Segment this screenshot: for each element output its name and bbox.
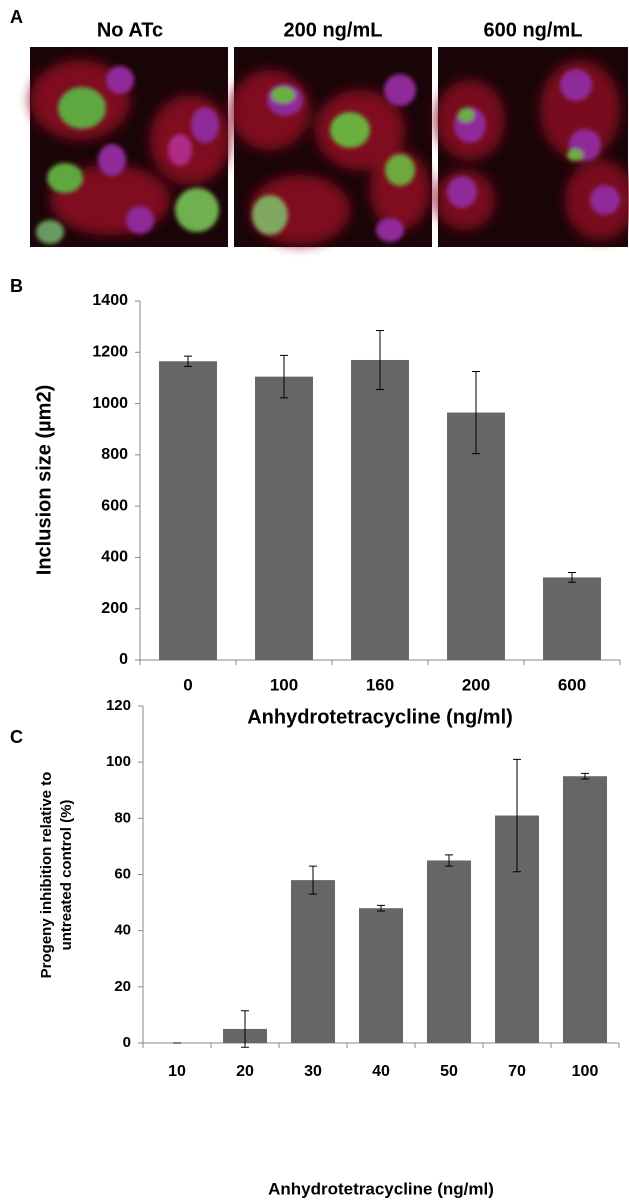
x-tick-label: 30	[304, 1063, 322, 1080]
y-tick-label: 800	[101, 446, 128, 463]
x-tick-label: 160	[366, 675, 394, 694]
bar	[291, 880, 335, 1043]
y-tick-label: 1400	[92, 292, 128, 309]
x-tick-label: 20	[236, 1063, 254, 1080]
figure: A B C No ATc 200 ng/mL 600 ng/mL	[0, 0, 629, 1204]
y-tick-label: 20	[114, 978, 131, 995]
micrograph	[435, 47, 629, 247]
x-tick-label: 600	[558, 675, 586, 694]
x-axis-title: Anhydrotetracycline (ng/ml)	[268, 1179, 494, 1198]
x-tick-label: 70	[508, 1063, 526, 1080]
micrograph	[230, 47, 432, 247]
x-tick-label: 40	[372, 1063, 390, 1080]
bar	[255, 377, 313, 660]
bar	[359, 908, 403, 1043]
x-tick-label: 50	[440, 1063, 458, 1080]
y-axis-title: untreated control (%)	[58, 800, 75, 951]
panel-label: C	[10, 727, 23, 747]
y-tick-label: 80	[114, 809, 131, 826]
bar	[543, 577, 601, 660]
y-tick-label: 120	[106, 697, 131, 714]
y-tick-label: 600	[101, 497, 128, 514]
y-tick-label: 400	[101, 549, 128, 566]
x-tick-label: 100	[270, 675, 298, 694]
y-tick-label: 0	[119, 651, 128, 668]
x-axis-title: Anhydrotetracycline (ng/ml)	[247, 706, 513, 728]
panel-label: A	[10, 7, 23, 27]
y-tick-label: 60	[114, 865, 131, 882]
y-tick-label: 1200	[92, 344, 128, 361]
y-tick-label: 0	[123, 1034, 131, 1051]
x-tick-label: 0	[183, 675, 192, 694]
image-title: No ATc	[97, 19, 163, 41]
image-title: 200 ng/mL	[284, 19, 383, 41]
y-tick-label: 100	[106, 753, 131, 770]
y-tick-label: 200	[101, 600, 128, 617]
bar	[351, 360, 409, 660]
y-tick-label: 40	[114, 922, 131, 939]
bar	[159, 361, 217, 660]
image-title: 600 ng/mL	[484, 19, 583, 41]
bar	[427, 860, 471, 1043]
x-tick-label: 10	[168, 1063, 186, 1080]
micrograph	[30, 47, 230, 247]
y-axis-title: Inclusion size (µm2)	[33, 385, 55, 575]
bar	[563, 776, 607, 1043]
x-tick-label: 200	[462, 675, 490, 694]
y-tick-label: 1000	[92, 395, 128, 412]
x-tick-label: 100	[572, 1063, 599, 1080]
panel-label: B	[10, 276, 23, 296]
y-axis-title: Progeny inhibition relative to	[38, 772, 55, 979]
